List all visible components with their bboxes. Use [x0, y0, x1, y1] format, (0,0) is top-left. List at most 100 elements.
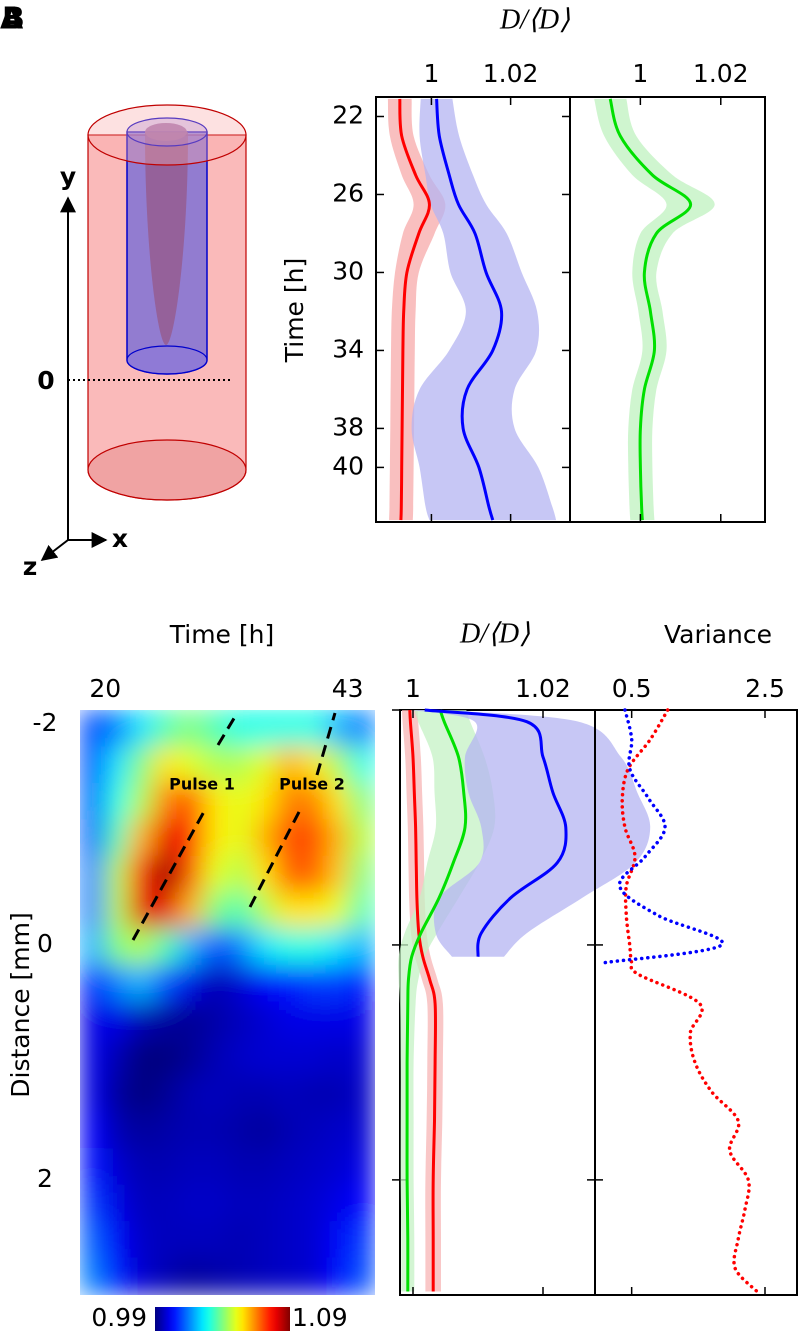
series-line: [435, 98, 504, 521]
lines: [405, 708, 568, 1292]
heatmap-cell: [325, 1001, 351, 1040]
heatmap-cell: [251, 1148, 277, 1186]
heatmap-cell: [227, 855, 253, 894]
heatmap-cell: [300, 1001, 327, 1040]
lines: [603, 708, 759, 1294]
heatmap-cell: [153, 855, 180, 894]
heatmap-cell: [349, 819, 375, 857]
heatmap-cell: [178, 746, 204, 784]
series-line: [608, 98, 693, 521]
heatmap-cell: [178, 1257, 204, 1295]
x-tick-label: 1: [423, 59, 439, 88]
x-tick-label: 0.5: [612, 674, 652, 703]
y-tick-label: 40: [332, 451, 364, 480]
heatmap-cell: [275, 1221, 302, 1259]
heatmap-cell: [178, 1001, 204, 1040]
panel-label: B: [2, 2, 25, 37]
heatmap-cell: [325, 819, 351, 857]
heatmap-cell: [349, 964, 375, 1003]
heatmap-cell: [300, 1184, 327, 1223]
x-tick-label: 1.02: [515, 674, 571, 703]
heatmap-cell: [325, 746, 351, 784]
heatmap-cell: [325, 892, 351, 930]
heatmap-cell: [227, 928, 253, 966]
heatmap-cell: [80, 855, 106, 894]
heatmap-cell: [325, 855, 351, 894]
heatmap-cell: [128, 892, 155, 930]
heatmap-cell: [227, 964, 253, 1003]
cylinder-diagram: [40, 104, 247, 561]
heatmap-cell: [251, 746, 277, 784]
pulse-line: [216, 714, 238, 746]
plot-frame: [594, 709, 798, 1296]
heatmap-cell: [202, 1075, 228, 1113]
x-tick-label: 43: [332, 674, 364, 703]
heatmap-cell: [104, 1075, 130, 1113]
heatmap-cell: [202, 1111, 228, 1150]
heatmap-cell: [104, 819, 130, 857]
heatmap-cell: [128, 1184, 155, 1223]
pulse-label: Pulse 1: [169, 775, 235, 794]
heatmap-cell: [227, 746, 253, 784]
x-axis-label: D/⟨D⟩: [459, 618, 530, 649]
y-tick-label: 26: [332, 178, 364, 207]
heatmap-cell: [349, 710, 375, 748]
lines: [608, 98, 693, 521]
heatmap-cell: [128, 1038, 155, 1077]
heatmap-cell: [178, 1075, 204, 1113]
heatmap-cell: [251, 1221, 277, 1259]
heatmap-cell: [202, 1221, 228, 1259]
x-tick-label: 20: [89, 674, 121, 703]
heatmap-cell: [104, 892, 130, 930]
heatmap-cell: [80, 964, 106, 1003]
axis-label: z: [23, 552, 38, 581]
heatmap-cell: [178, 710, 204, 748]
heatmap-cell: [227, 892, 253, 930]
y-tick-label: 34: [332, 334, 364, 363]
heatmap-cell: [349, 746, 375, 784]
heatmap-cell: [104, 1184, 130, 1223]
heatmap-cell: [202, 819, 228, 857]
heatmap-cell: [227, 1075, 253, 1113]
pulse-line: [131, 807, 208, 941]
heatmap: [80, 710, 375, 1295]
heatmap-cell: [349, 1038, 375, 1077]
heatmap-cell: [153, 1075, 180, 1113]
y-tick-label: 38: [332, 412, 364, 441]
heatmap-cell: [227, 1111, 253, 1150]
heatmap-cell: [153, 746, 180, 784]
colorbar-label: 0.99: [91, 1303, 147, 1332]
y-tick-label: 22: [332, 100, 364, 129]
y-tick-label: -2: [33, 708, 58, 737]
heatmap-cell: [104, 1257, 130, 1295]
pulse-line: [315, 712, 337, 776]
heatmap-cell: [300, 710, 327, 748]
series-line: [424, 708, 568, 957]
heatmap-cell: [178, 1184, 204, 1223]
heatmap-cell: [80, 1001, 106, 1040]
heatmap-cell: [275, 855, 302, 894]
heatmap-cell: [325, 1221, 351, 1259]
x-tick-label: 2.5: [745, 674, 785, 703]
heatmap-cell: [251, 1111, 277, 1150]
heatmap-cell: [251, 1257, 277, 1295]
heatmap-cell: [325, 1148, 351, 1186]
heatmap-cell: [128, 782, 155, 821]
heatmap-cell: [300, 1221, 327, 1259]
heatmap-cell: [128, 819, 155, 857]
heatmap-cell: [153, 710, 180, 748]
heatmap-cell: [202, 928, 228, 966]
heatmap-cell: [153, 1184, 180, 1223]
heatmap-cell: [227, 1257, 253, 1295]
heatmap-cell: [202, 1038, 228, 1077]
heatmap-cell: [251, 1038, 277, 1077]
heatmap-cell: [227, 1184, 253, 1223]
heatmap-cell: [349, 1001, 375, 1040]
error-band: [594, 98, 715, 521]
heatmap-cell: [128, 1221, 155, 1259]
heatmap-cell: [300, 1148, 327, 1186]
heatmap-cell: [153, 782, 180, 821]
heatmap-cell: [128, 1257, 155, 1295]
heatmap-cell: [275, 892, 302, 930]
heatmap-cell: [325, 1184, 351, 1223]
